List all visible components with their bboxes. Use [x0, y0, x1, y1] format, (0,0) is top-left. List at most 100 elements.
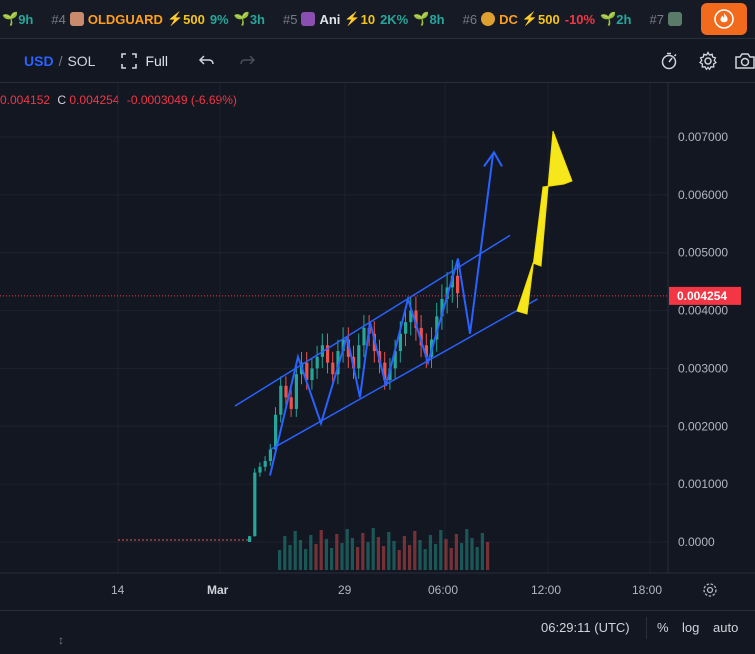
- change-value: -0.0003049 (-6.69%): [126, 93, 237, 107]
- settings-button[interactable]: [698, 40, 718, 82]
- ticker-item-4[interactable]: #4 OLDGUARD ⚡ 500 9% 🌱 3h: [51, 11, 265, 27]
- token-avatar-icon: [667, 12, 682, 26]
- camera-icon: [735, 53, 755, 69]
- candle-body: [398, 333, 402, 352]
- volume-bar: [330, 548, 334, 570]
- candle-body: [414, 310, 418, 328]
- volume-bars: [278, 528, 490, 570]
- volume-bar: [460, 543, 464, 570]
- fullscreen-label: Full: [145, 53, 169, 69]
- time-tick: 06:00: [428, 583, 459, 597]
- ticker-rank: #6: [462, 11, 478, 27]
- volume-bar: [361, 533, 365, 570]
- log-scale-button[interactable]: log: [682, 620, 700, 635]
- last-price-value: 0.004254: [677, 289, 727, 303]
- candle-body: [352, 356, 356, 369]
- close-value: 0.004254: [69, 93, 120, 107]
- price-tick: 0.003000: [678, 361, 728, 375]
- sprout-icon: 🌱: [2, 11, 19, 26]
- ticker-item-6[interactable]: #6 DC ⚡ 500 -10% 🌱 2h: [463, 11, 632, 27]
- time-axis-settings-button[interactable]: [702, 582, 718, 603]
- candle-body: [393, 351, 397, 369]
- volume-bar: [345, 529, 349, 570]
- candle-body: [409, 310, 413, 323]
- volume-bar: [423, 549, 427, 570]
- candle-body: [268, 449, 272, 461]
- volume-bar: [324, 539, 328, 570]
- volume-bar: [439, 530, 443, 570]
- time-tick: 29: [338, 583, 352, 597]
- volume-bar: [340, 543, 344, 570]
- ticker-boost: 500: [183, 11, 205, 27]
- price-axis[interactable]: 0.007000 0.006000 0.005000 0.004000 0.003000…: [0, 83, 755, 574]
- price-tick: 0.004000: [678, 304, 728, 318]
- chart-toolbar: USD / SOL Full: [0, 40, 755, 83]
- undo-button[interactable]: [198, 40, 216, 82]
- ticker-time: 3h: [249, 11, 265, 27]
- indicator-alert-button[interactable]: [660, 40, 680, 82]
- ticker-change: 2K%: [380, 11, 409, 27]
- volume-bar: [382, 546, 386, 570]
- price-tick: 0.0000: [678, 535, 715, 549]
- chart-grid: [0, 83, 668, 573]
- candle-body: [388, 368, 392, 380]
- candlesticks: [248, 259, 460, 542]
- price-tick: 0.001000: [678, 477, 728, 491]
- bolt-icon: ⚡: [344, 11, 361, 26]
- volume-bar: [376, 537, 380, 570]
- utc-clock[interactable]: 06:29:11 (UTC): [541, 620, 630, 635]
- screenshot-button[interactable]: [734, 40, 755, 82]
- auto-scale-button[interactable]: auto: [713, 620, 739, 635]
- ticker-rank: #5: [282, 11, 298, 27]
- ticker-item-7[interactable]: #7: [649, 12, 685, 27]
- currency-toggle[interactable]: USD / SOL: [0, 40, 95, 82]
- resize-handle-icon[interactable]: ↕: [58, 633, 64, 647]
- price-tick: 0.007000: [678, 130, 728, 144]
- ticker-rank: #4: [51, 11, 66, 27]
- redo-button[interactable]: [238, 40, 256, 82]
- candle-body: [310, 368, 314, 380]
- volume-bar: [304, 549, 308, 570]
- candle-body: [331, 362, 335, 375]
- volume-bar: [288, 545, 292, 570]
- time-tick: 12:00: [531, 583, 562, 597]
- candle-body: [326, 345, 330, 363]
- ticker-boost: 10: [360, 11, 376, 27]
- fire-icon: [714, 9, 734, 29]
- price-chart[interactable]: 0.007000 0.006000 0.005000 0.004000 0.003000…: [0, 83, 755, 610]
- candle-body: [279, 385, 283, 415]
- ticker-time: 2h: [616, 11, 632, 27]
- candle-body: [341, 339, 345, 352]
- drawings[interactable]: [234, 130, 573, 476]
- ticker-item-3[interactable]: 🌱 9h: [2, 11, 33, 27]
- time-tick: Mar: [207, 583, 229, 597]
- candle-body: [336, 351, 340, 375]
- candle-body: [258, 466, 262, 473]
- fullscreen-button[interactable]: Full: [121, 40, 168, 82]
- projection-arrowhead: [483, 150, 503, 167]
- low-value: 0.004152: [0, 93, 51, 107]
- percent-scale-button[interactable]: %: [657, 620, 669, 635]
- ticker-boost: 500: [538, 11, 560, 27]
- ticker-rank: #7: [649, 11, 664, 27]
- ohlc-legend: 0.004152 C 0.004254 -0.0003049 (-6.69%): [0, 93, 237, 107]
- candle-body: [362, 327, 366, 346]
- ticker-item-5[interactable]: #5 Ani ⚡ 10 2K% 🌱 8h: [283, 11, 445, 27]
- volume-bar: [366, 542, 370, 570]
- ticker-name: OLDGUARD: [87, 11, 163, 27]
- gear-icon: [703, 583, 717, 597]
- currency-divider: /: [58, 53, 63, 69]
- ticker-name: DC: [499, 11, 518, 27]
- ticker-time: 9h: [18, 11, 34, 27]
- redo-icon: [240, 55, 256, 65]
- token-avatar-icon: [69, 12, 84, 26]
- volume-bar: [356, 547, 360, 570]
- volume-bar: [475, 547, 479, 570]
- currency-usd[interactable]: USD: [24, 53, 54, 69]
- chart-bottom-bar: ↕ 06:29:11 (UTC) % log auto: [0, 610, 755, 647]
- currency-sol[interactable]: SOL: [67, 53, 96, 69]
- trending-fire-button[interactable]: [701, 3, 747, 35]
- sprout-icon: 🌱: [413, 11, 430, 26]
- volume-bar: [387, 532, 391, 570]
- sprout-icon: 🌱: [233, 11, 250, 26]
